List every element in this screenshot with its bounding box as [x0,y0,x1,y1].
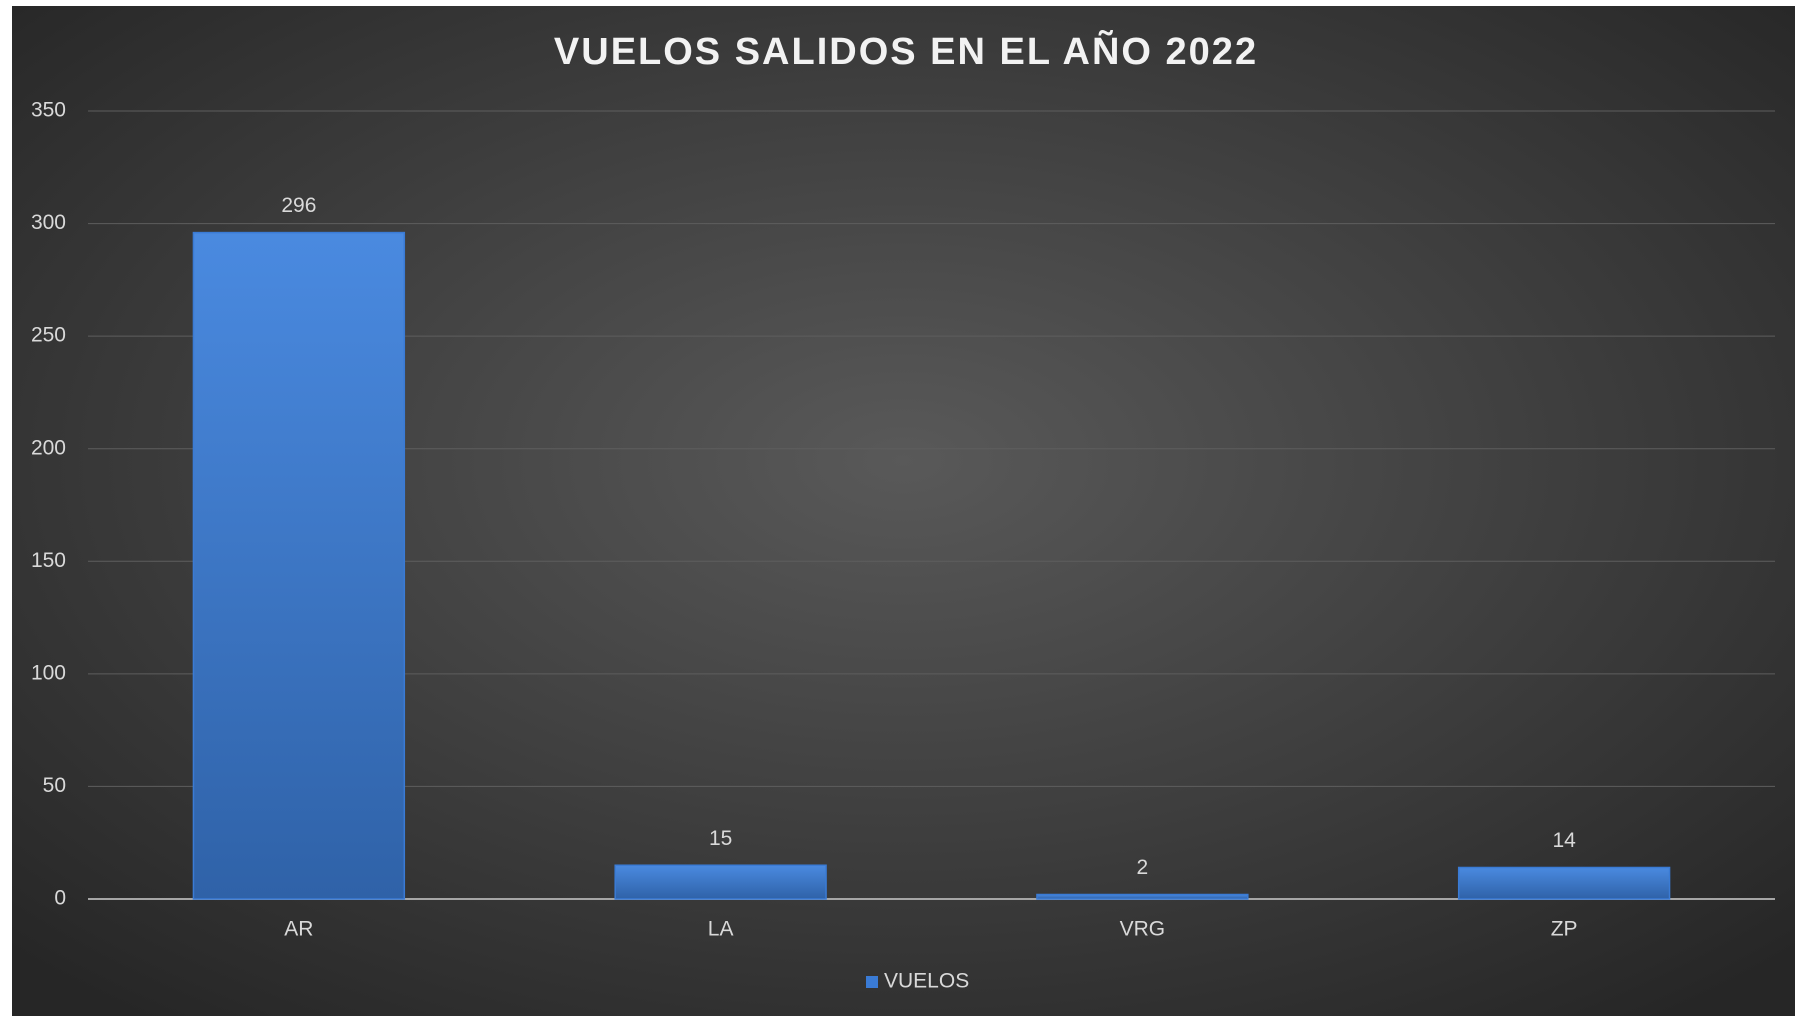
x-tick-label: LA [708,918,734,941]
y-tick-label: 250 [31,324,66,347]
legend-swatch [866,976,878,988]
data-label: 14 [1552,829,1576,852]
bar [192,231,406,900]
bar [614,864,827,900]
legend-label: VUELOS [884,970,969,993]
x-tick-label: ZP [1551,918,1578,941]
data-label: 15 [709,827,732,850]
data-label: 296 [281,194,316,217]
y-tick-label: 300 [31,211,66,234]
y-tick-label: 200 [31,436,66,459]
y-tick-label: 150 [31,549,66,572]
x-tick-label: AR [284,918,313,941]
y-tick-label: 100 [31,661,66,684]
bar [1457,866,1671,900]
y-tick-label: 350 [31,99,66,122]
chart-title: VUELOS SALIDOS EN EL AÑO 2022 [554,29,1258,73]
x-tick-label: VRG [1120,918,1166,941]
y-tick-label: 0 [54,887,66,910]
y-tick-label: 50 [43,774,66,797]
bar [1036,893,1249,900]
data-label: 2 [1137,856,1149,879]
